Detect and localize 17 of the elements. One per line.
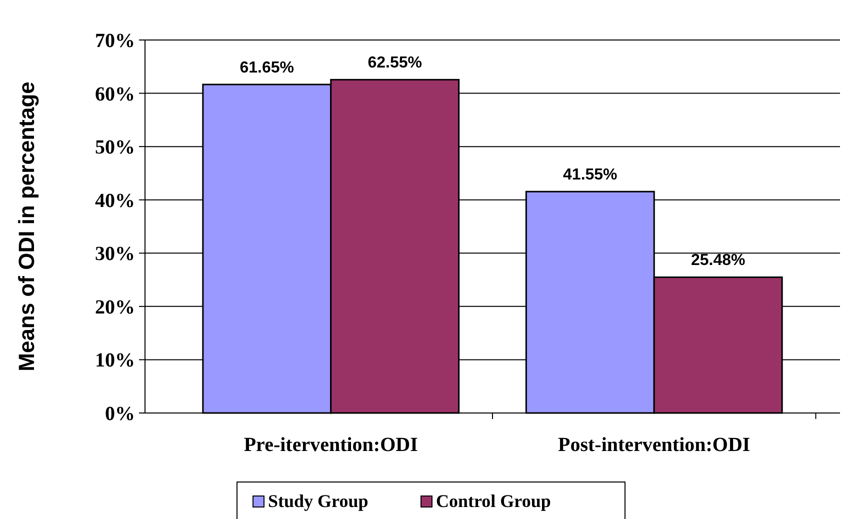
y-tick-label: 30% — [95, 243, 135, 266]
legend-label: Study Group — [268, 491, 368, 511]
legend-label: Control Group — [436, 491, 551, 511]
y-tick-label: 0% — [105, 403, 135, 425]
y-axis-title: Means of ODI in percentage — [14, 82, 39, 372]
x-tick-label: Pre-itervention:ODI — [244, 434, 418, 456]
y-tick-label: 60% — [95, 83, 135, 106]
y-tick-label: 40% — [95, 190, 135, 212]
data-label: 61.65% — [240, 59, 294, 76]
data-label: 41.55% — [563, 166, 618, 184]
y-tick-label: 20% — [95, 296, 135, 318]
y-tick-label: 10% — [95, 350, 135, 372]
data-label: 25.48% — [690, 252, 746, 270]
data-label: 62.55% — [368, 54, 422, 72]
y-tick-label: 50% — [95, 136, 135, 159]
y-tick-label: 70% — [95, 30, 135, 52]
x-tick-label: Post-intervention:ODI — [558, 434, 750, 456]
